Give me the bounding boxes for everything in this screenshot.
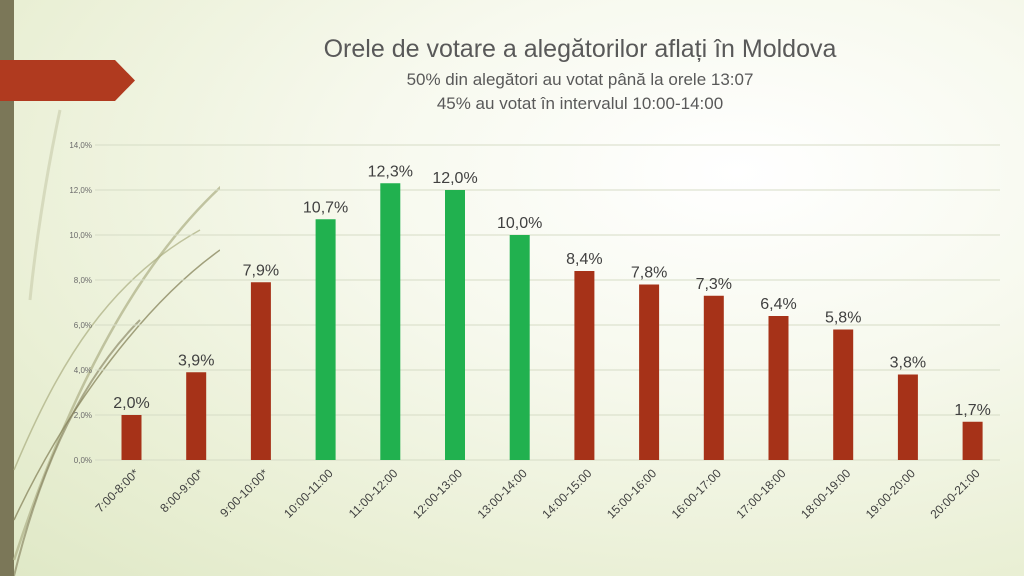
- bar: [121, 415, 142, 460]
- accent-arrow-tab: [0, 60, 135, 101]
- x-category-label: 19:00-20:00: [863, 466, 918, 521]
- bar: [768, 316, 789, 460]
- y-tick-label: 2,0%: [74, 411, 92, 420]
- data-label: 5,8%: [825, 310, 861, 327]
- data-label: 6,4%: [760, 296, 796, 313]
- bar: [380, 183, 401, 460]
- data-label: 12,3%: [368, 163, 413, 180]
- data-label: 12,0%: [432, 170, 477, 187]
- data-label: 10,7%: [303, 199, 348, 216]
- bar: [962, 421, 983, 460]
- x-category-label: 14:00-15:00: [539, 466, 594, 521]
- y-tick-label: 0,0%: [74, 456, 92, 465]
- y-tick-label: 12,0%: [69, 186, 92, 195]
- decorative-leaf-curves: [12, 109, 220, 576]
- bar: [833, 329, 854, 460]
- x-category-label: 16:00-17:00: [669, 466, 724, 521]
- data-label: 7,3%: [696, 276, 732, 293]
- bar: [445, 190, 465, 460]
- x-category-label: 15:00-16:00: [604, 466, 659, 521]
- y-tick-label: 14,0%: [69, 141, 92, 150]
- bar: [574, 271, 595, 460]
- y-tick-label: 10,0%: [69, 231, 92, 240]
- x-category-label: 12:00-13:00: [410, 466, 465, 521]
- bar: [703, 295, 724, 460]
- x-category-label: 20:00-21:00: [928, 466, 983, 521]
- x-category-label: 18:00-19:00: [798, 466, 853, 521]
- data-label: 8,4%: [566, 251, 602, 268]
- data-label: 7,8%: [631, 265, 667, 282]
- x-category-label: 7:00-8:00*: [93, 466, 142, 515]
- bar: [897, 374, 918, 460]
- y-tick-label: 6,0%: [74, 321, 92, 330]
- bar: [509, 235, 530, 460]
- data-label: 2,0%: [113, 395, 149, 412]
- bar: [639, 284, 660, 460]
- data-label: 7,9%: [243, 262, 279, 279]
- y-tick-label: 4,0%: [74, 366, 92, 375]
- chart-title: Orele de votare a alegătorilor aflați în…: [323, 35, 837, 63]
- chart-subtitle-median: 50% din alegători au votat până la orele…: [406, 70, 754, 89]
- data-label: 1,7%: [954, 402, 990, 419]
- data-label: 10,0%: [497, 215, 542, 232]
- data-label: 3,8%: [890, 355, 926, 372]
- x-category-label: 10:00-11:00: [281, 466, 336, 521]
- x-category-label: 17:00-18:00: [733, 466, 788, 521]
- bar: [315, 219, 336, 460]
- chart-subtitle-interval: 45% au votat în intervalul 10:00-14:00: [436, 94, 724, 113]
- x-category-label: 9:00-10:00*: [217, 466, 271, 520]
- bar: [186, 372, 207, 460]
- x-category-label: 11:00-12:00: [346, 466, 401, 521]
- x-category-label: 8:00-9:00*: [157, 466, 206, 515]
- bar: [250, 282, 271, 460]
- y-tick-label: 8,0%: [74, 276, 92, 285]
- left-sidebar-strip: [0, 0, 14, 576]
- data-label: 3,9%: [178, 352, 214, 369]
- x-category-label: 13:00-14:00: [475, 466, 530, 521]
